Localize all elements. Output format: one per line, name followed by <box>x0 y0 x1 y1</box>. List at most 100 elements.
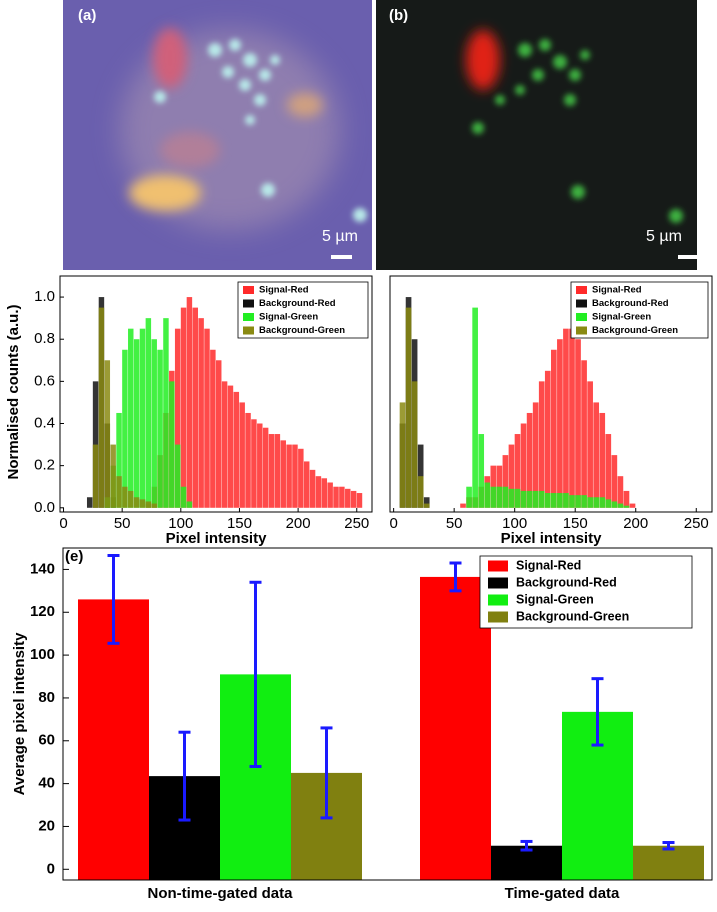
histogram-bar <box>496 486 503 508</box>
x-tick-label: 0 <box>59 515 67 532</box>
bar <box>78 599 149 880</box>
histogram-bar <box>581 495 587 508</box>
panel-label: (e) <box>65 548 83 565</box>
histogram-bar <box>472 307 478 508</box>
y-axis-label: Average pixel intensity <box>11 632 28 795</box>
histogram-bar <box>345 488 351 508</box>
histogram-bar <box>280 440 286 508</box>
histogram-bar <box>145 501 152 508</box>
y-tick-label: 0.6 <box>34 372 55 389</box>
histogram-bar <box>557 339 563 508</box>
histogram-bar <box>303 461 310 508</box>
histogram-bar <box>133 497 140 508</box>
histogram-bar <box>186 297 193 508</box>
legend-swatch <box>576 313 587 321</box>
histogram-bar <box>466 486 472 508</box>
legend-swatch <box>488 577 508 589</box>
y-tick-label: 1.0 <box>34 288 55 305</box>
histogram-bar <box>180 307 187 508</box>
histogram-bar <box>605 434 612 508</box>
x-tick-label: 0 <box>389 515 397 532</box>
histogram-bar <box>569 328 575 508</box>
histogram-bar <box>204 328 210 508</box>
histogram-bar <box>544 370 551 508</box>
histogram-bar <box>514 434 521 508</box>
histogram-bar <box>587 497 593 508</box>
image-label: (a) <box>78 7 96 24</box>
scale-bar-label: 5 µm <box>322 228 358 245</box>
histogram-bar <box>169 381 175 508</box>
legend-label: Background-Green <box>516 609 629 623</box>
histogram-bar <box>151 503 157 508</box>
x-axis-label: Pixel intensity <box>166 530 268 547</box>
legend-label: Signal-Green <box>259 312 318 323</box>
histogram-bar <box>599 412 606 508</box>
histogram-bar <box>110 444 116 508</box>
histogram-bar <box>551 493 557 508</box>
histogram-bar <box>151 339 157 508</box>
error-bar <box>449 561 462 593</box>
histogram-bar <box>520 423 527 508</box>
legend-swatch <box>488 611 508 623</box>
y-tick-label: 80 <box>38 689 55 706</box>
histogram-bar <box>339 486 345 508</box>
error-bar <box>520 839 533 852</box>
histogram-bar <box>563 328 569 508</box>
x-tick-label: Non-time-gated data <box>147 885 293 902</box>
histogram-bar <box>122 486 128 508</box>
x-tick-label: 200 <box>286 515 311 532</box>
histogram-bar <box>575 339 581 508</box>
histogram-bar <box>544 493 551 508</box>
image-a <box>63 0 372 270</box>
image-label: (b) <box>389 7 408 24</box>
legend-swatch <box>243 286 254 294</box>
histogram-bar <box>508 444 515 508</box>
error-bar <box>320 726 333 820</box>
histogram-bar <box>502 486 509 508</box>
x-tick-label: 150 <box>227 515 252 532</box>
y-tick-label: 0.0 <box>34 499 55 516</box>
histogram-bar <box>221 381 228 508</box>
histogram-bar <box>327 482 333 508</box>
histogram-bar <box>227 385 234 508</box>
histogram-bar <box>298 448 304 508</box>
x-axis-label: Pixel intensity <box>501 530 603 547</box>
y-tick-label: 0.2 <box>34 457 55 474</box>
histogram-bar <box>98 307 105 508</box>
histogram-bar <box>575 495 581 508</box>
histogram-bar <box>623 505 630 508</box>
histogram-bar <box>417 476 424 508</box>
histogram-bar <box>116 412 122 508</box>
histogram-bar <box>186 501 193 508</box>
histogram-bar <box>623 490 630 508</box>
legend-swatch <box>488 594 508 606</box>
x-tick-label: 100 <box>168 515 193 532</box>
y-tick-label: 0 <box>47 860 55 877</box>
error-bar <box>662 841 675 851</box>
histogram-bar <box>292 444 298 508</box>
histogram-bar <box>257 423 263 508</box>
histogram-bar <box>262 427 269 508</box>
histogram-bar <box>532 402 539 508</box>
histogram-bar <box>526 412 533 508</box>
histogram-bar <box>139 328 146 508</box>
y-tick-label: 100 <box>30 646 55 663</box>
histogram-bar <box>145 318 152 508</box>
histogram-bar <box>532 490 539 508</box>
histogram-bar <box>611 455 618 508</box>
histogram-bar <box>599 497 606 508</box>
histogram-bar <box>569 495 575 508</box>
legend-swatch <box>576 326 587 335</box>
histogram-bar <box>139 499 146 508</box>
histogram-bar <box>502 455 509 508</box>
histogram-bar <box>350 490 357 508</box>
legend-label: Background-Red <box>516 575 617 589</box>
histogram-bar <box>86 497 93 508</box>
histogram-bar <box>163 318 169 508</box>
legend-label: Background-Green <box>592 325 678 336</box>
y-tick-label: 120 <box>30 603 55 620</box>
histogram-bar <box>315 476 322 508</box>
histogram-bar <box>356 493 363 508</box>
